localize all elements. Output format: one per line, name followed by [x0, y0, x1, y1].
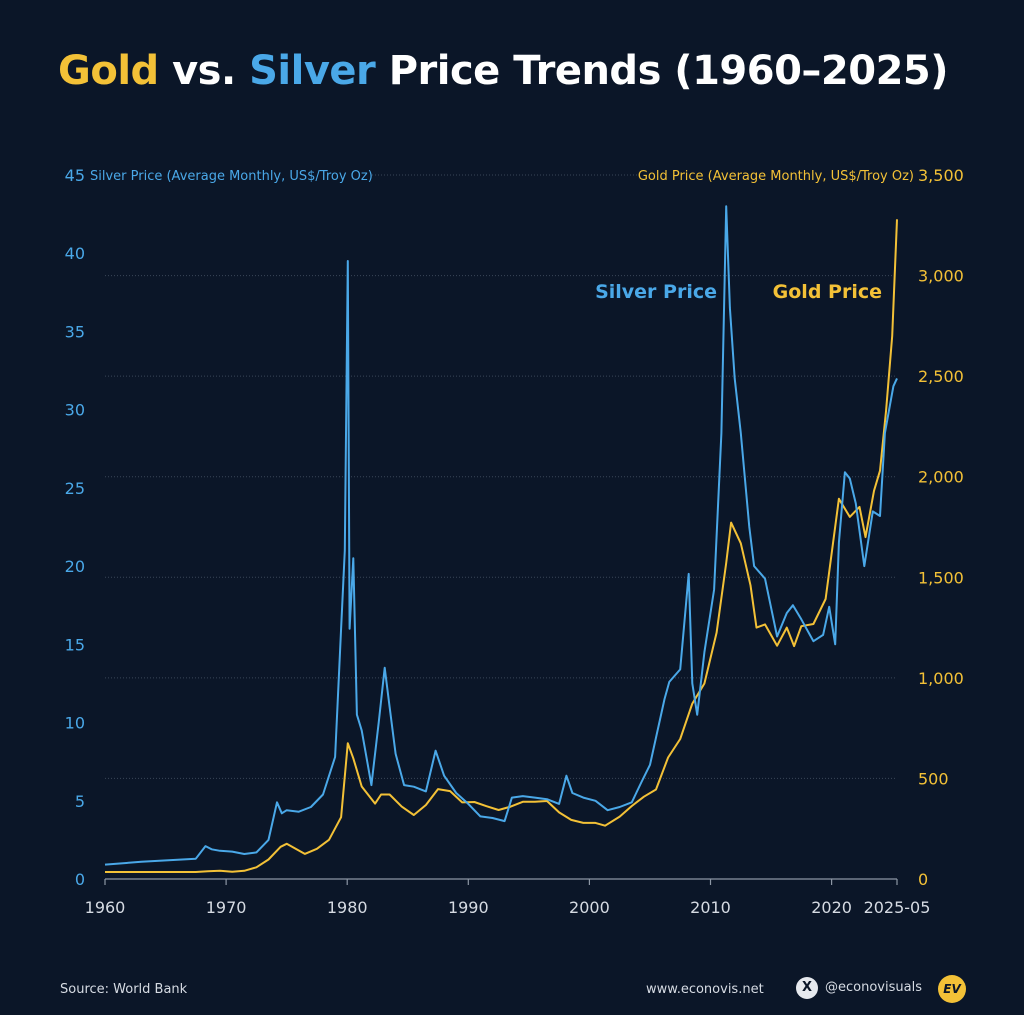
- social-handle[interactable]: @econovisuals: [825, 980, 922, 995]
- left-tick-label: 30: [65, 401, 85, 420]
- title-silver-word: Silver: [249, 48, 376, 94]
- gold-series-annotation: Gold Price: [773, 281, 882, 303]
- x-tick-label: 2000: [569, 898, 610, 917]
- left-tick-label: 40: [65, 244, 85, 263]
- chart-title: Gold vs. Silver Price Trends (1960–2025): [58, 48, 949, 94]
- right-axis-label: Gold Price (Average Monthly, US$/Troy Oz…: [638, 169, 914, 184]
- right-tick-label: 500: [918, 769, 949, 788]
- left-tick-label: 15: [65, 635, 85, 654]
- title-rest: Price Trends (1960–2025): [375, 48, 949, 94]
- left-tick-label: 20: [65, 557, 85, 576]
- left-tick-label: 45: [65, 166, 85, 185]
- left-tick-label: 25: [65, 479, 85, 498]
- left-tick-label: 35: [65, 322, 85, 341]
- left-tick-label: 0: [75, 870, 85, 889]
- right-tick-label: 0: [918, 870, 928, 889]
- title-vs: vs.: [158, 48, 250, 94]
- x-tick-label: 2010: [690, 898, 731, 917]
- x-tick-label: 1980: [327, 898, 368, 917]
- x-tick-label: 1960: [85, 898, 126, 917]
- silver-price-line: [104, 205, 898, 866]
- website-link[interactable]: www.econovis.net: [646, 982, 764, 997]
- gold-price-line: [105, 219, 898, 873]
- right-tick-label: 3,000: [918, 267, 964, 286]
- grid: [105, 174, 897, 880]
- x-tick-label: 1970: [206, 898, 247, 917]
- econovis-logo-icon: EV: [938, 975, 966, 1003]
- source-note: Source: World Bank: [60, 982, 188, 997]
- x-tick-label: 1990: [448, 898, 489, 917]
- axis-ticks: 0 500 1,000 1,500 2,000 2,500 3,000 3,500 0 5 10 15…: [65, 166, 964, 917]
- series: [104, 205, 898, 873]
- right-tick-label: 3,500: [918, 166, 964, 185]
- left-axis-label: Silver Price (Average Monthly, US$/Troy …: [90, 169, 373, 184]
- title-gold-word: Gold: [58, 48, 159, 94]
- silver-series-annotation: Silver Price: [595, 281, 717, 303]
- left-tick-label: 5: [75, 792, 85, 811]
- x-tick-label: 2025-05: [864, 898, 931, 917]
- x-tick-label: 2020: [811, 898, 852, 917]
- right-tick-label: 2,000: [918, 468, 964, 487]
- right-tick-label: 1,500: [918, 568, 964, 587]
- left-tick-label: 10: [65, 714, 85, 733]
- right-tick-label: 1,000: [918, 669, 964, 688]
- right-tick-label: 2,500: [918, 367, 964, 386]
- x-logo-icon: X: [796, 977, 818, 999]
